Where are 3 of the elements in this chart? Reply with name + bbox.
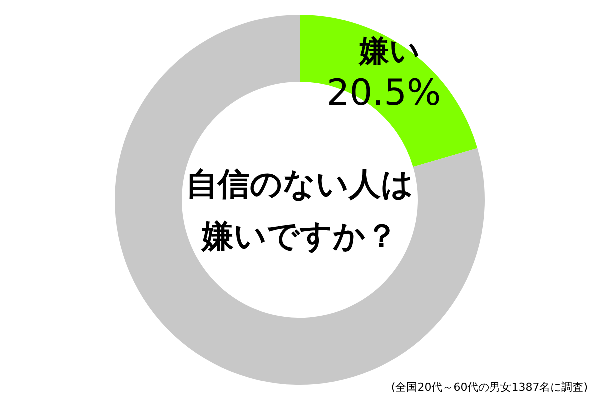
slice-label: 嫌い bbox=[358, 34, 421, 70]
text: 自信のない人は嫌いですか？ bbox=[186, 165, 414, 255]
text: (全国20代～60代の男女1387名に調査) bbox=[391, 381, 588, 394]
